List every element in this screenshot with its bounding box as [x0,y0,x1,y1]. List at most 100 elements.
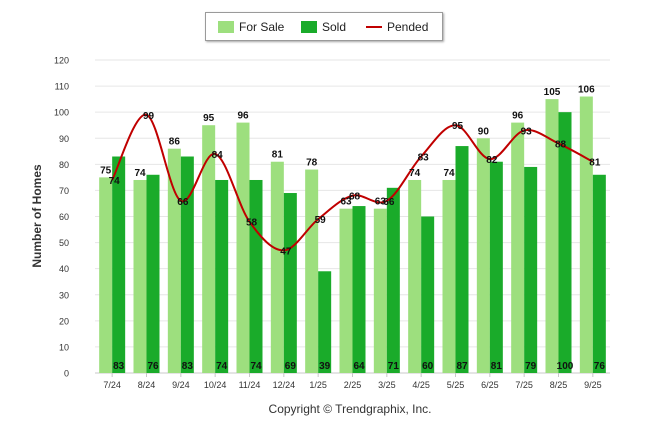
x-tick-label: 9/24 [172,380,190,390]
x-tick-label: 12/24 [273,380,296,390]
label-sold: 71 [388,361,400,372]
bar-for-sale [167,148,181,373]
bar-for-sale [511,122,525,373]
label-pended: 58 [246,218,258,229]
label-sold: 74 [250,361,262,372]
y-tick-label: 70 [59,186,69,196]
label-pended: 93 [521,126,533,137]
bar-sold [180,156,194,373]
bar-sold [146,174,160,373]
label-sold: 69 [285,361,297,372]
y-tick-label: 10 [59,342,69,352]
y-tick-label: 100 [54,108,69,118]
label-pended: 84 [212,150,224,161]
label-for-sale: 63 [340,197,352,208]
label-pended: 83 [418,153,430,164]
bar-for-sale [408,179,422,373]
y-tick-label: 20 [59,316,69,326]
bar-sold [558,112,572,374]
y-tick-label: 120 [54,56,69,66]
x-tick-label: 6/25 [481,380,499,390]
x-tick-label: 3/25 [378,380,396,390]
x-tick-label: 2/25 [344,380,362,390]
legend-item-pended[interactable]: Pended [366,19,428,35]
bar-sold [249,179,263,373]
y-tick-label: 110 [55,82,69,92]
label-pended: 95 [452,121,464,132]
label-for-sale: 106 [578,85,595,96]
legend-label-sold: Sold [322,20,347,34]
label-for-sale: 78 [306,158,318,169]
label-pended: 74 [109,176,121,187]
bar-for-sale [339,208,353,373]
x-tick-label: 10/24 [204,380,227,390]
bar-sold [421,216,435,373]
y-tick-label: 0 [64,369,69,379]
bar-for-sale [305,169,319,373]
label-sold: 87 [456,361,468,372]
label-for-sale: 74 [443,168,455,179]
x-tick-label: 7/24 [103,380,121,390]
label-sold: 76 [594,361,606,372]
bar-sold [489,161,503,373]
label-sold: 83 [113,361,125,372]
x-tick-label: 8/24 [138,380,156,390]
y-axis-label: Number of Homes [30,164,44,268]
bar-sold [352,206,366,373]
legend-label-for-sale: For Sale [239,20,285,34]
bar-for-sale [579,96,593,374]
y-tick-label: 90 [59,134,69,144]
label-sold: 39 [319,361,331,372]
label-pended: 66 [383,197,395,208]
bar-sold [318,271,332,373]
label-sold: 64 [353,361,365,372]
bar-for-sale [545,99,559,373]
label-pended: 47 [280,246,292,257]
label-pended: 68 [349,192,361,203]
bar-sold [524,166,538,373]
label-sold: 76 [147,361,159,372]
label-pended: 99 [143,111,155,122]
label-pended: 82 [486,155,498,166]
bar-for-sale [236,122,250,373]
label-sold: 83 [182,361,194,372]
legend-item-for-sale[interactable]: For Sale [218,19,284,35]
label-for-sale: 105 [544,87,561,98]
x-tick-label: 7/25 [515,380,533,390]
bar-sold [112,156,126,373]
label-for-sale: 95 [203,113,215,124]
bar-for-sale [476,138,490,373]
bar-for-sale [99,177,113,373]
label-pended: 66 [177,197,189,208]
legend-item-sold[interactable]: Sold [301,19,346,35]
label-for-sale: 86 [169,137,181,148]
legend-swatch-sold [301,21,317,33]
label-sold: 81 [491,361,503,372]
x-tick-label: 5/25 [447,380,465,390]
legend-label-pended: Pended [387,20,429,34]
label-for-sale: 75 [100,165,112,176]
label-for-sale: 90 [478,126,490,137]
bar-for-sale [442,179,456,373]
y-tick-label: 30 [59,290,69,300]
label-sold: 60 [422,361,434,372]
x-tick-label: 1/25 [309,380,327,390]
label-pended: 88 [555,139,567,150]
label-for-sale: 74 [409,168,421,179]
bar-sold [592,174,606,373]
bar-for-sale [373,208,387,373]
y-tick-label: 60 [59,212,69,222]
legend-swatch-for-sale [218,21,234,33]
label-for-sale: 96 [512,111,524,122]
bar-sold [283,193,297,373]
x-tick-label: 4/25 [412,380,430,390]
pended-line [111,113,594,252]
copyright-footer: Copyright © Trendgraphix, Inc. [268,402,432,416]
label-pended: 59 [315,215,327,226]
label-sold: 74 [216,361,228,372]
y-tick-label: 80 [59,160,69,170]
legend-swatch-pended [366,26,382,28]
bar-for-sale [133,179,147,373]
x-tick-label: 8/25 [550,380,568,390]
bar-for-sale [270,161,284,373]
